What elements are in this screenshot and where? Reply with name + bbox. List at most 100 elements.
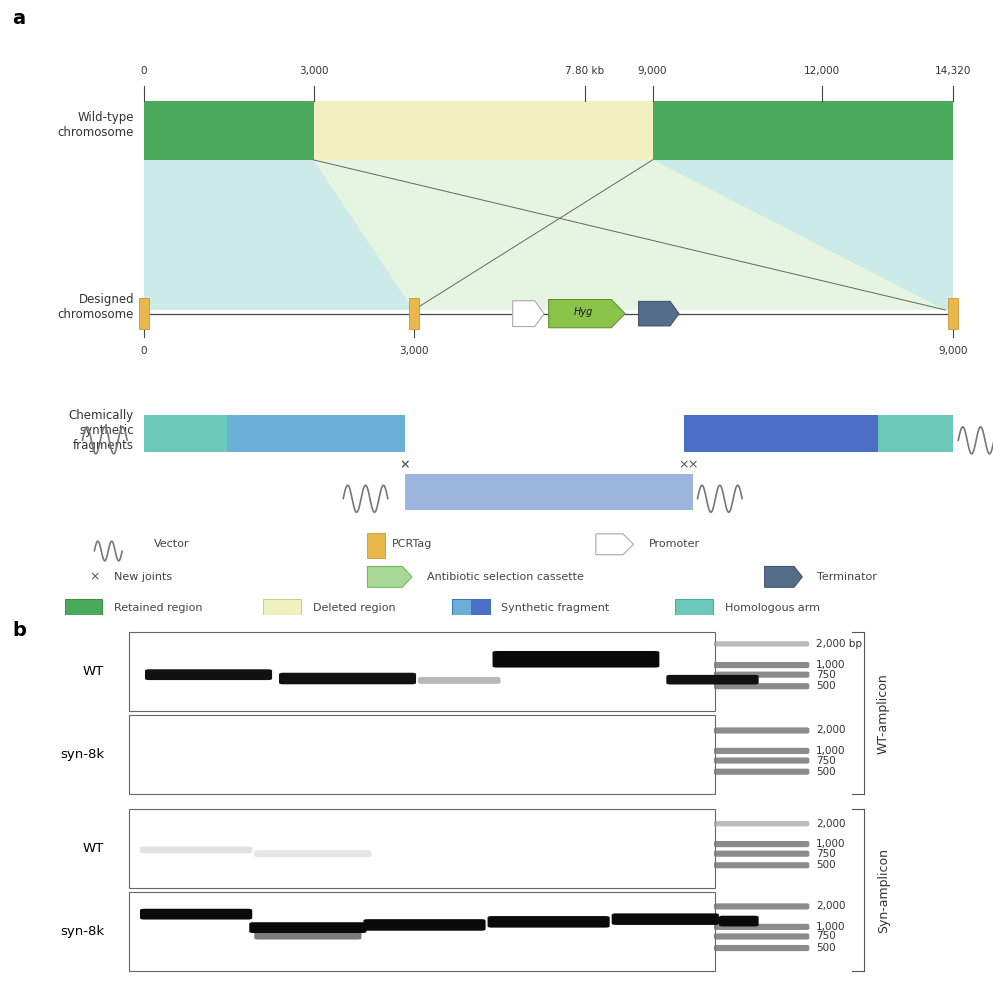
Polygon shape — [367, 566, 412, 587]
Polygon shape — [512, 301, 544, 327]
Text: syn-8k: syn-8k — [61, 748, 104, 761]
Text: Terminator: Terminator — [817, 572, 877, 582]
FancyBboxPatch shape — [254, 850, 371, 857]
FancyBboxPatch shape — [714, 727, 809, 734]
Text: 9,000: 9,000 — [638, 66, 667, 76]
Text: a: a — [12, 9, 25, 28]
Text: Hyg: Hyg — [573, 307, 593, 317]
Text: ×: × — [687, 458, 698, 471]
Text: 7.80 kb: 7.80 kb — [565, 66, 605, 76]
Polygon shape — [638, 301, 679, 326]
Text: 12,000: 12,000 — [804, 66, 840, 76]
Text: 750: 750 — [816, 670, 836, 680]
FancyBboxPatch shape — [714, 641, 809, 647]
Text: Antibiotic selection cassette: Antibiotic selection cassette — [427, 572, 584, 582]
Text: Retained region: Retained region — [114, 603, 203, 613]
Text: PCRTag: PCRTag — [392, 539, 433, 549]
FancyBboxPatch shape — [714, 769, 809, 775]
Text: 14,320: 14,320 — [935, 66, 971, 76]
FancyBboxPatch shape — [493, 651, 659, 668]
Bar — [675, 599, 713, 616]
FancyBboxPatch shape — [714, 841, 809, 847]
FancyBboxPatch shape — [418, 677, 500, 684]
Polygon shape — [548, 300, 625, 328]
Text: 0: 0 — [141, 66, 147, 76]
Text: ×: × — [678, 458, 689, 471]
Text: 3,000: 3,000 — [299, 66, 329, 76]
FancyBboxPatch shape — [714, 662, 809, 668]
Bar — [471, 599, 490, 616]
Bar — [129, 632, 715, 711]
Bar — [452, 599, 490, 616]
FancyBboxPatch shape — [488, 916, 610, 928]
Bar — [129, 715, 715, 794]
Text: New joints: New joints — [114, 572, 173, 582]
Polygon shape — [314, 160, 945, 310]
Bar — [367, 533, 385, 558]
Bar — [227, 415, 405, 452]
Text: Designed
chromosome: Designed chromosome — [58, 294, 134, 322]
Text: 500: 500 — [816, 860, 836, 870]
Text: WT: WT — [83, 842, 104, 855]
FancyBboxPatch shape — [714, 862, 809, 868]
Text: ×: × — [399, 458, 410, 471]
Bar — [452, 599, 490, 616]
FancyBboxPatch shape — [612, 913, 719, 925]
FancyBboxPatch shape — [714, 851, 809, 857]
FancyBboxPatch shape — [714, 683, 809, 689]
Polygon shape — [596, 534, 634, 555]
Bar — [129, 892, 715, 971]
Text: Promoter: Promoter — [648, 539, 699, 549]
Text: b: b — [12, 621, 26, 640]
Text: Chemically
synthetic
fragments: Chemically synthetic fragments — [69, 409, 134, 452]
Text: syn-8k: syn-8k — [61, 925, 104, 938]
Bar — [652, 101, 953, 160]
FancyBboxPatch shape — [714, 748, 809, 754]
FancyBboxPatch shape — [279, 673, 416, 684]
Text: ×: × — [89, 570, 99, 583]
FancyBboxPatch shape — [249, 922, 366, 933]
Text: 500: 500 — [816, 767, 836, 777]
FancyBboxPatch shape — [714, 933, 809, 940]
Text: 1,000: 1,000 — [816, 922, 846, 932]
Text: Vector: Vector — [154, 539, 190, 549]
Bar — [314, 101, 652, 160]
FancyBboxPatch shape — [714, 757, 809, 764]
Text: Homologous arm: Homologous arm — [725, 603, 820, 613]
Text: Synthetic fragment: Synthetic fragment — [501, 603, 610, 613]
FancyBboxPatch shape — [714, 903, 809, 910]
Text: 3,000: 3,000 — [399, 346, 429, 356]
FancyBboxPatch shape — [714, 945, 809, 951]
FancyBboxPatch shape — [666, 675, 759, 684]
Bar — [129, 809, 715, 888]
Bar — [65, 599, 102, 616]
Bar — [144, 101, 314, 160]
Text: 500: 500 — [816, 943, 836, 953]
FancyBboxPatch shape — [714, 672, 809, 678]
Bar — [263, 599, 301, 616]
Text: 1,000: 1,000 — [816, 839, 846, 849]
Bar — [144, 415, 227, 452]
Polygon shape — [144, 160, 414, 310]
Text: WT: WT — [83, 665, 104, 678]
FancyBboxPatch shape — [140, 846, 252, 853]
Text: 1,000: 1,000 — [816, 660, 846, 670]
FancyBboxPatch shape — [719, 916, 759, 926]
Bar — [405, 474, 692, 510]
Polygon shape — [652, 160, 953, 310]
Text: 0: 0 — [141, 346, 147, 356]
Bar — [878, 415, 953, 452]
Text: 750: 750 — [816, 931, 836, 941]
Text: 2,000: 2,000 — [816, 726, 846, 736]
Bar — [948, 298, 958, 329]
Bar — [409, 298, 419, 329]
FancyBboxPatch shape — [140, 909, 252, 920]
Text: Syn-amplicon: Syn-amplicon — [877, 848, 890, 933]
Text: 9,000: 9,000 — [938, 346, 968, 356]
FancyBboxPatch shape — [714, 924, 809, 930]
FancyBboxPatch shape — [714, 821, 809, 826]
Text: ×: × — [399, 458, 410, 471]
Bar — [139, 298, 149, 329]
Text: 750: 750 — [816, 849, 836, 859]
Text: 500: 500 — [816, 681, 836, 691]
